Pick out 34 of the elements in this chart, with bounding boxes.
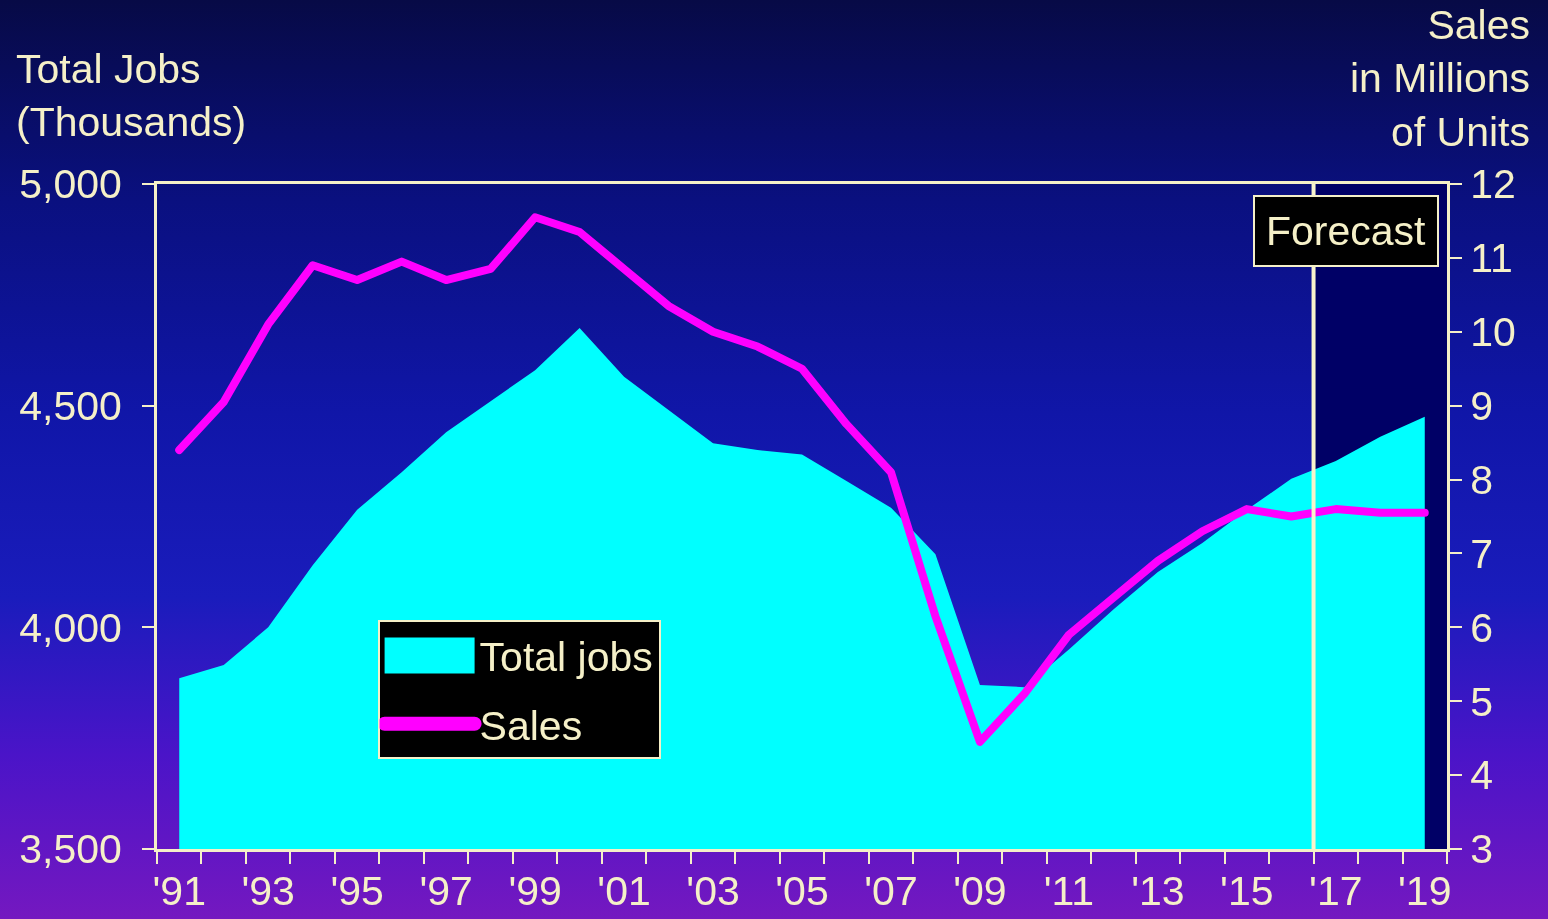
y-tick-label: 3,500 [19, 826, 122, 873]
x-tick-label: '01 [597, 868, 651, 915]
legend-label: Sales [479, 702, 583, 749]
x-tick-label: '05 [775, 868, 829, 915]
y2-tick-label: 6 [1470, 604, 1494, 651]
y-tick-label: 4,500 [19, 383, 122, 430]
x-tick-label: '09 [953, 868, 1007, 915]
y2-tick-label: 3 [1470, 826, 1494, 873]
x-tick-label: '07 [864, 868, 918, 915]
x-tick-label: '17 [1309, 868, 1363, 915]
legend-label: Total jobs [479, 634, 653, 681]
y2-tick-label: 9 [1470, 383, 1494, 430]
x-tick-label: '93 [241, 868, 295, 915]
y2-tick-label: 10 [1470, 309, 1516, 356]
y2-tick-label: 4 [1470, 752, 1494, 799]
y2-tick-label: 11 [1470, 235, 1513, 282]
x-tick-label: '19 [1398, 868, 1452, 915]
x-tick-label: '91 [152, 868, 206, 915]
x-tick-label: '11 [1043, 868, 1095, 915]
x-tick-label: '99 [508, 868, 562, 915]
x-tick-label: '95 [330, 868, 384, 915]
y-tick-label: 5,000 [19, 161, 122, 208]
y2-tick-label: 8 [1470, 456, 1494, 503]
x-tick-label: '15 [1220, 868, 1274, 915]
y2-tick-label: 12 [1470, 161, 1516, 208]
y-axis-title: Total Jobs (Thousands) [16, 46, 247, 146]
y2-tick-label: 5 [1470, 678, 1494, 725]
band-label: Forecast [1266, 208, 1427, 254]
x-tick-label: '97 [419, 868, 473, 915]
y2-axis-title: Sales in Millions of Units [1350, 2, 1530, 155]
x-tick-label: '13 [1131, 868, 1185, 915]
x-tick-label: '03 [686, 868, 740, 915]
y-tick-label: 4,000 [19, 604, 122, 651]
y2-tick-label: 7 [1470, 530, 1494, 577]
